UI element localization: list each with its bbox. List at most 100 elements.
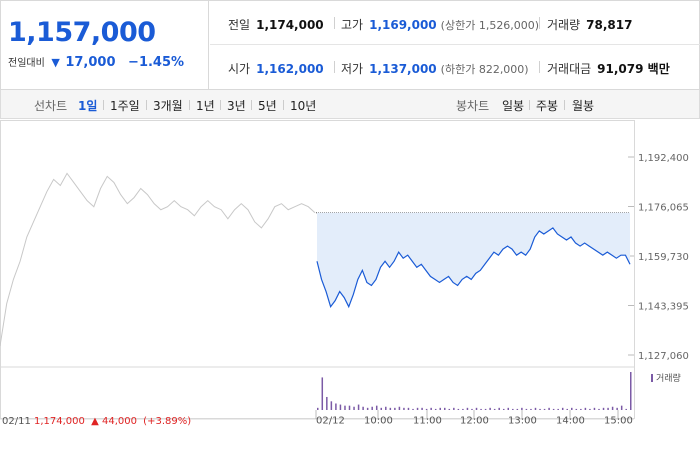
divider [220, 100, 221, 110]
volume-bar [439, 407, 441, 410]
y-axis: 1,192,400 1,176,065 1,159,730 1,143,395 1,12… [628, 153, 689, 362]
y-tick-label: 1,176,065 [638, 203, 689, 214]
volume-bar [598, 408, 600, 410]
x-tick-label: 12:00 [460, 415, 489, 426]
volume-bar [444, 407, 446, 410]
divider [334, 17, 335, 29]
volume-legend-label: 거래량 [656, 372, 681, 384]
stat-label: 거래대금 [547, 62, 592, 76]
change-row: 전일대비 ▼ 17,000 −1.45% [8, 54, 184, 70]
volume-bar [430, 407, 432, 410]
change-percent: −1.45% [128, 55, 185, 70]
volume-bar [512, 408, 514, 410]
previous-day-line [0, 172, 316, 347]
stats-row-1: 전일 1,174,000 고가 1,169,000 (상한가 1,526,000) 거… [210, 1, 700, 45]
volume-bar [561, 407, 564, 410]
stats-row-2: 시가 1,162,000 저가 1,137,000 (하한가 822,000) 거래대… [210, 45, 700, 89]
stat-value: 1,169,000 [369, 18, 437, 32]
volume-bar [398, 406, 401, 410]
volume-bar [434, 408, 437, 410]
volume-bar [539, 408, 541, 410]
price-box: 1,157,000 전일대비 ▼ 17,000 −1.45% [1, 1, 209, 89]
tab-5year[interactable]: 5년 [258, 99, 277, 113]
volume-bar [616, 407, 618, 410]
tab-daily-candle[interactable]: 일봉 [502, 99, 525, 113]
up-arrow-icon: ▲ [91, 416, 99, 427]
volume-bar [330, 401, 333, 410]
x-tick-label: 15:00 [604, 415, 633, 426]
divider [564, 100, 565, 110]
stat-label: 시가 [228, 62, 251, 76]
prev-date-label: 02/11 [2, 416, 31, 427]
stat-value: 1,162,000 [256, 62, 324, 76]
volume-bar [571, 407, 573, 410]
volume-bar [375, 405, 378, 410]
volume-bar [493, 408, 496, 410]
divider [146, 100, 147, 110]
volume-bar [611, 406, 614, 410]
tab-1day[interactable]: 1일 [78, 99, 98, 113]
x-tick-label: 11:00 [413, 415, 442, 426]
volume-bar [321, 377, 324, 410]
volume-bar [552, 408, 555, 410]
volume-bar [339, 404, 342, 410]
stat-label: 거래량 [547, 18, 581, 32]
stat-low: 저가 1,137,000 (하한가 822,000) [341, 60, 529, 77]
stat-label: 전일 [228, 18, 251, 32]
volume-bar [453, 407, 455, 410]
tab-monthly-candle[interactable]: 월봉 [572, 99, 595, 113]
stat-high: 고가 1,169,000 (상한가 1,526,000) [341, 16, 539, 33]
volume-bar [457, 408, 460, 410]
volume-bar [557, 408, 559, 410]
stats-panel: 전일 1,174,000 고가 1,169,000 (상한가 1,526,000) 거… [210, 1, 700, 89]
volume-bar [412, 408, 414, 410]
divider [283, 100, 284, 110]
divider [189, 100, 190, 110]
stat-value: 78,817 [586, 18, 633, 32]
stat-amount: 거래대금 91,079 백만 [547, 60, 670, 77]
prev-change-value: 44,000 [102, 416, 137, 427]
y-tick-label: 1,127,060 [638, 351, 689, 362]
tab-1week[interactable]: 1주일 [110, 99, 140, 113]
volume-bar [602, 407, 605, 410]
volume-bar [534, 407, 537, 410]
down-arrow-icon: ▼ [51, 56, 60, 69]
x-tick-label: 10:00 [364, 415, 393, 426]
current-price: 1,157,000 [8, 17, 156, 48]
stat-label: 저가 [341, 62, 364, 76]
volume-bar [380, 407, 383, 410]
plot-layer [0, 172, 631, 347]
volume-bar [335, 403, 337, 410]
volume-bar [480, 408, 482, 410]
volume-bar [317, 407, 319, 410]
volume-bar [448, 408, 451, 410]
x-axis: 02/12 10:00 11:00 12:00 13:00 14:00 15:00 [315, 410, 633, 426]
volume-bar [348, 405, 351, 410]
x-tick-label: 14:00 [556, 415, 585, 426]
tab-1year[interactable]: 1년 [196, 99, 215, 113]
price-chart-svg: 1,192,400 1,176,065 1,159,730 1,143,395 1,12… [0, 120, 689, 427]
volume-bar [353, 406, 355, 410]
prev-change-label: 1,174,000 ▲ 44,000 (+3.89%) [34, 416, 191, 427]
prev-change-pct: (+3.89%) [143, 416, 191, 427]
volume-bar [407, 407, 410, 410]
volume-legend-swatch [651, 374, 653, 382]
volume-bar [344, 405, 346, 410]
prev-close-value: 1,174,000 [34, 416, 85, 427]
volume-bar [466, 407, 469, 410]
volume-bar [584, 407, 587, 410]
volume-bar [357, 404, 360, 410]
tab-10year[interactable]: 10년 [290, 99, 317, 113]
tab-3month[interactable]: 3개월 [153, 99, 183, 113]
tab-3year[interactable]: 3년 [227, 99, 246, 113]
volume-bar [421, 407, 423, 410]
volume-bar [371, 406, 373, 410]
x-tick-label: 02/12 [316, 415, 345, 426]
volume-bar [543, 408, 546, 410]
stat-volume: 거래량 78,817 [547, 16, 632, 33]
volume-bar [471, 408, 473, 410]
price-chart: 1,192,400 1,176,065 1,159,730 1,143,395 1,12… [0, 120, 700, 450]
volume-bar [403, 407, 405, 410]
stat-sub: (상한가 1,526,000) [440, 19, 540, 32]
tab-weekly-candle[interactable]: 주봉 [536, 99, 559, 113]
